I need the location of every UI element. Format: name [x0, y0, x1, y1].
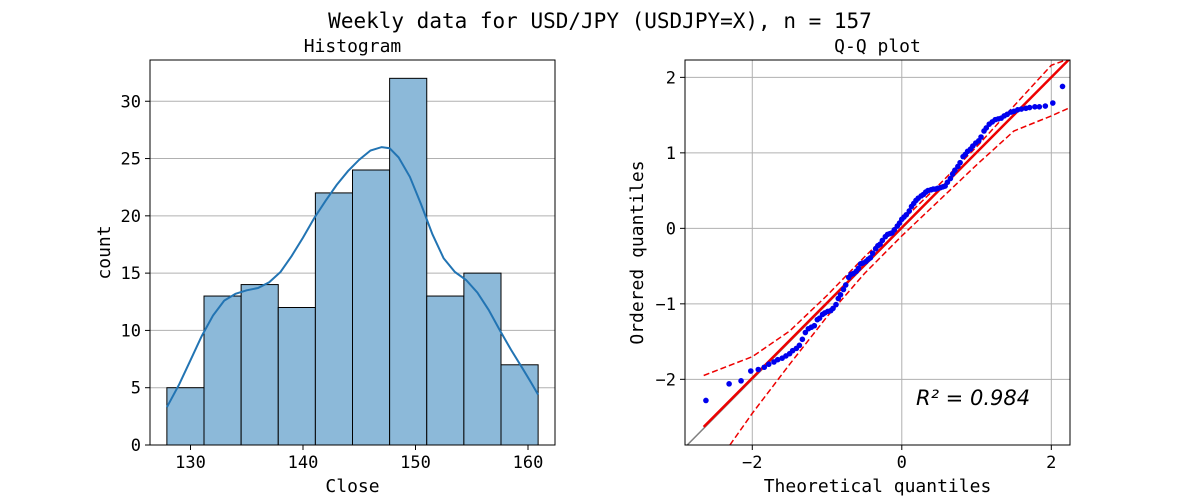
histogram-bar	[314, 192, 353, 446]
histogram-bar	[240, 284, 279, 446]
y-tick-label: 10	[121, 321, 141, 341]
qq-point	[1050, 100, 1056, 106]
x-axis-label: Close	[325, 476, 379, 497]
histogram-bar	[352, 169, 391, 446]
histogram-bar	[500, 364, 539, 446]
histogram-title: Histogram	[304, 36, 402, 57]
qq-point	[796, 342, 803, 349]
x-tick-label: −2	[742, 453, 762, 473]
qq-point	[952, 167, 958, 174]
qq-point	[830, 305, 836, 312]
qq-point	[726, 381, 732, 387]
x-tick-label: 0	[897, 453, 907, 473]
y-tick-label: 30	[121, 92, 141, 112]
qq-point	[1042, 103, 1049, 109]
qq-point	[867, 254, 874, 261]
qq-point	[906, 208, 913, 214]
qq-point	[816, 315, 823, 321]
y-tick-label: 0	[666, 219, 676, 239]
y-axis-label: count	[94, 225, 115, 279]
qq-point	[983, 125, 990, 131]
qq-point	[869, 250, 876, 257]
x-tick-label: 140	[288, 453, 319, 473]
x-tick-label: 2	[1046, 453, 1056, 473]
y-tick-label: −1	[656, 295, 676, 315]
y-axis-label: Ordered quantiles	[627, 160, 648, 344]
y-tick-label: 20	[121, 207, 141, 227]
y-tick-label: 0	[131, 436, 141, 456]
histogram-bar	[277, 307, 316, 446]
qq-point	[879, 237, 886, 244]
qq-point	[855, 265, 862, 272]
qq-point	[761, 364, 768, 371]
y-tick-label: −2	[656, 370, 676, 390]
confidence-band-lower	[729, 106, 1070, 445]
axes-frame	[149, 59, 556, 446]
qq-point	[747, 368, 754, 374]
kde-curve	[166, 146, 539, 408]
qq-point	[957, 159, 963, 166]
histogram-panel: 130 140 150 160 0 5 10 15 20 25 30 Histogram Close co…	[94, 36, 556, 497]
qq-title: Q-Q plot	[834, 36, 921, 57]
qq-point	[1032, 104, 1038, 110]
x-tick-label: 130	[175, 453, 206, 473]
qq-point	[891, 227, 898, 233]
histogram-bar	[203, 295, 242, 446]
qq-plot-panel: −2 0 2 −2 −1 0 1 2 R² = 0.984 Q-Q plot Theoretical…	[627, 36, 1071, 497]
qq-point	[1036, 104, 1043, 110]
plot-area	[685, 60, 1070, 445]
qq-point	[944, 179, 951, 186]
qq-point	[703, 397, 709, 404]
y-tick-label: 25	[121, 150, 141, 170]
qq-point	[837, 291, 844, 298]
confidence-band-upper	[703, 60, 1069, 377]
qq-point	[1018, 106, 1025, 112]
qq-point	[840, 286, 847, 293]
qq-point	[1026, 104, 1033, 111]
x-axis-label: Theoretical quantiles	[764, 476, 992, 497]
qq-point	[842, 282, 849, 288]
qq-point	[755, 366, 762, 373]
histogram-bar	[426, 295, 465, 446]
qq-point	[833, 301, 839, 308]
figure-title: Weekly data for USD/JPY (USDJPY=X), n = …	[328, 9, 872, 33]
y-tick-label: 1	[666, 144, 676, 164]
y-tick-label: 15	[121, 264, 141, 284]
qq-point	[802, 329, 809, 336]
qq-point	[978, 134, 984, 140]
x-tick-label: 150	[400, 453, 431, 473]
qq-point	[774, 356, 781, 363]
y-tick-label: 2	[666, 68, 676, 88]
histogram-bar	[389, 77, 428, 446]
qq-point	[947, 175, 954, 182]
qq-point	[799, 336, 806, 343]
axes-frame	[684, 59, 1071, 446]
r-squared-annotation: R² = 0.984	[916, 386, 1030, 410]
qq-point	[1059, 83, 1066, 90]
x-tick-label: 160	[513, 453, 544, 473]
qq-point	[903, 211, 910, 218]
qq-point	[765, 361, 772, 368]
qq-point	[738, 378, 744, 384]
y-tick-label: 5	[131, 379, 141, 399]
qq-point	[811, 322, 818, 329]
